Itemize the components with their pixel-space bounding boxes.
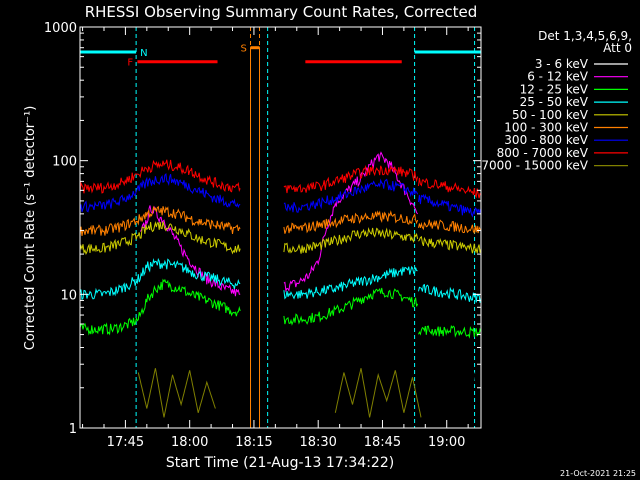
plot-frame xyxy=(79,26,482,429)
y-tick-label-0: 1 xyxy=(69,422,77,437)
series-3-6-kev-seg-0 xyxy=(79,218,241,383)
legend-title-line1: Det 1,3,4,5,6,9, xyxy=(538,29,632,43)
series-50-100-kev-seg-1 xyxy=(283,226,419,254)
y-axis-label: Corrected Count Rate (s⁻¹ detector⁻¹) xyxy=(23,106,38,351)
chart-title: RHESSI Observing Summary Count Rates, Co… xyxy=(85,3,478,21)
series-6-12-kev-seg-1 xyxy=(283,151,419,293)
x-axis-label: Start Time (21-Aug-13 17:34:22) xyxy=(166,455,394,471)
series-12-25-kev-seg-2 xyxy=(418,324,482,339)
y-axis-ticks: 1 10 100 1000 xyxy=(44,21,481,437)
x-tick-label-1: 18:00 xyxy=(171,435,208,450)
legend-label-5: 100 - 300 keV xyxy=(504,121,588,135)
state-label-f: F xyxy=(127,58,133,69)
y-tick-label-2: 100 xyxy=(52,155,77,170)
series-25-50-kev-seg-1 xyxy=(283,265,418,300)
legend-label-1: 6 - 12 keV xyxy=(527,70,589,84)
legend-label-3: 25 - 50 keV xyxy=(520,95,589,109)
legend-title-line2: Att 0 xyxy=(603,41,632,55)
series-50-100-kev-seg-0 xyxy=(79,221,241,256)
series-300-800-kev-seg-2 xyxy=(418,193,482,218)
x-tick-label-3: 18:30 xyxy=(299,435,336,450)
y-tick-label-3: 1000 xyxy=(44,21,77,36)
series-6-12-kev-seg-0 xyxy=(139,205,241,297)
x-axis-ticks: 17:45 18:00 18:15 18:30 18:45 19:00 xyxy=(82,27,469,450)
series-7000-15000-kev-seg-1 xyxy=(334,368,422,418)
series-7000-15000-kev-seg-0 xyxy=(137,368,216,418)
x-tick-label-2: 18:15 xyxy=(235,435,272,450)
series-800-7000-kev-seg-0 xyxy=(79,159,241,194)
legend-label-7: 800 - 7000 keV xyxy=(497,146,589,160)
series-800-7000-kev-seg-2 xyxy=(418,177,482,199)
legend-label-6: 300 - 800 keV xyxy=(504,133,588,147)
series-50-100-kev-seg-2 xyxy=(418,235,482,254)
series-25-50-kev-seg-0 xyxy=(79,257,241,301)
series-100-300-kev-seg-0 xyxy=(79,205,241,236)
series-25-50-kev-seg-2 xyxy=(418,283,482,303)
series-3-6-kev-seg-2 xyxy=(417,360,482,383)
series-100-300-kev-seg-2 xyxy=(418,219,482,235)
series-12-25-kev-seg-1 xyxy=(283,287,419,326)
x-tick-label-0: 17:45 xyxy=(107,435,144,450)
state-label-s: S xyxy=(241,44,247,55)
x-tick-label-4: 18:45 xyxy=(364,435,401,450)
series-12-25-kev-seg-0 xyxy=(79,278,241,336)
x-tick-label-5: 19:00 xyxy=(428,435,465,450)
series-300-800-kev-seg-0 xyxy=(79,173,241,213)
legend-label-0: 3 - 6 keV xyxy=(535,57,589,71)
footer-timestamp: 21-Oct-2021 21:25 xyxy=(560,469,636,478)
legend-label-8: 7000 - 15000 keV xyxy=(481,159,588,173)
y-tick-label-1: 10 xyxy=(60,288,77,303)
saa-band xyxy=(250,47,261,429)
series-100-300-kev-seg-1 xyxy=(283,210,419,234)
series-300-800-kev-seg-1 xyxy=(283,178,419,213)
series-800-7000-kev-seg-1 xyxy=(283,164,419,194)
state-label-n: N xyxy=(140,48,147,59)
plot-area: NF S xyxy=(79,27,482,429)
legend-label-2: 12 - 25 keV xyxy=(520,82,589,96)
legend-label-4: 50 - 100 keV xyxy=(512,108,589,122)
